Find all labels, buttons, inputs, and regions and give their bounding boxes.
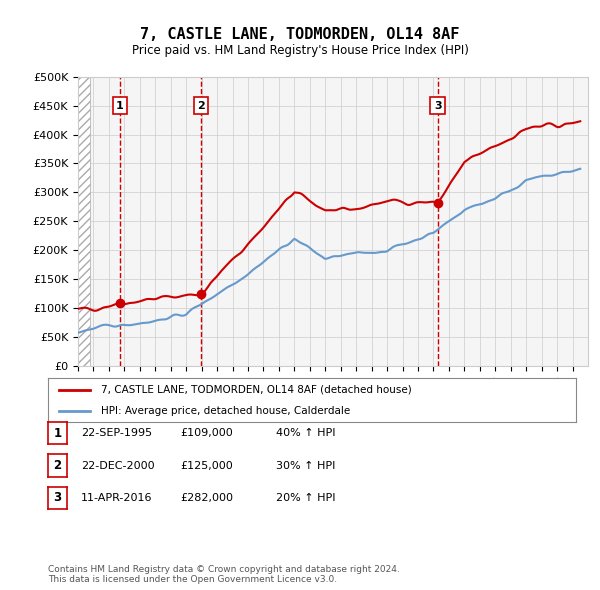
Text: 2: 2 bbox=[197, 101, 205, 110]
Text: 22-SEP-1995: 22-SEP-1995 bbox=[81, 428, 152, 438]
Text: 30% ↑ HPI: 30% ↑ HPI bbox=[276, 461, 335, 470]
Text: Price paid vs. HM Land Registry's House Price Index (HPI): Price paid vs. HM Land Registry's House … bbox=[131, 44, 469, 57]
Text: £109,000: £109,000 bbox=[180, 428, 233, 438]
Text: Contains HM Land Registry data © Crown copyright and database right 2024.
This d: Contains HM Land Registry data © Crown c… bbox=[48, 565, 400, 584]
Text: 7, CASTLE LANE, TODMORDEN, OL14 8AF: 7, CASTLE LANE, TODMORDEN, OL14 8AF bbox=[140, 27, 460, 41]
Text: HPI: Average price, detached house, Calderdale: HPI: Average price, detached house, Cald… bbox=[101, 406, 350, 416]
Text: 3: 3 bbox=[434, 101, 442, 110]
Text: 7, CASTLE LANE, TODMORDEN, OL14 8AF (detached house): 7, CASTLE LANE, TODMORDEN, OL14 8AF (det… bbox=[101, 385, 412, 395]
Text: 11-APR-2016: 11-APR-2016 bbox=[81, 493, 152, 503]
Text: 40% ↑ HPI: 40% ↑ HPI bbox=[276, 428, 335, 438]
Text: £282,000: £282,000 bbox=[180, 493, 233, 503]
Text: 2: 2 bbox=[53, 459, 62, 472]
Text: 1: 1 bbox=[116, 101, 124, 110]
Text: 3: 3 bbox=[53, 491, 62, 504]
Text: £125,000: £125,000 bbox=[180, 461, 233, 470]
Text: 22-DEC-2000: 22-DEC-2000 bbox=[81, 461, 155, 470]
Bar bbox=[78, 77, 91, 366]
Text: 1: 1 bbox=[53, 427, 62, 440]
Text: 20% ↑ HPI: 20% ↑ HPI bbox=[276, 493, 335, 503]
